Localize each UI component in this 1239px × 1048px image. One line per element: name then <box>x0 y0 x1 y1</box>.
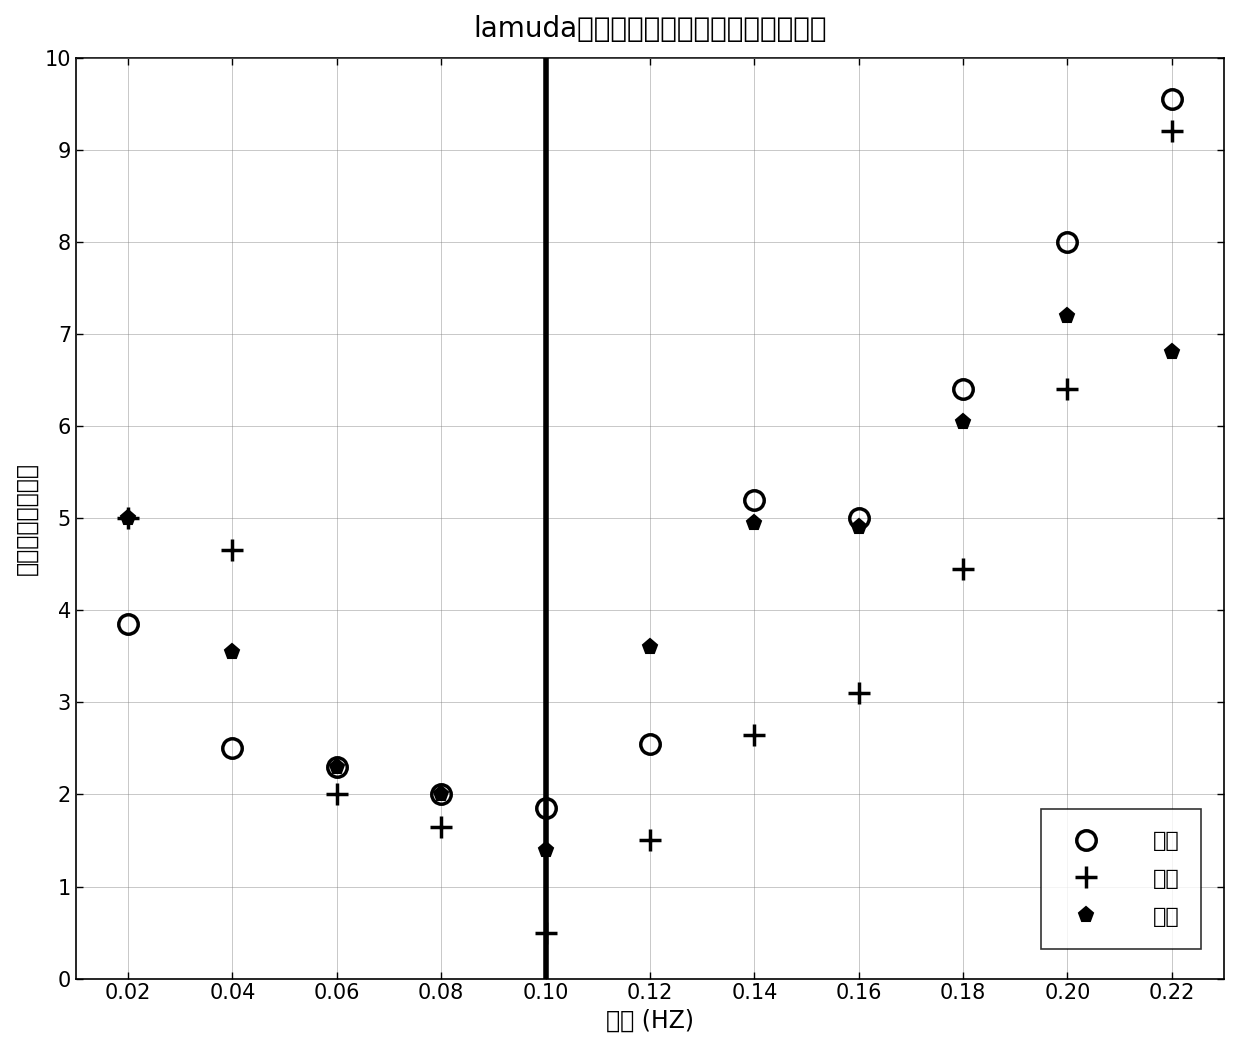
Title: lamuda变化时三个轴向的变形角误差曲线: lamuda变化时三个轴向的变形角误差曲线 <box>473 15 826 43</box>
Legend: 纵向, 横向, 航向: 纵向, 横向, 航向 <box>1041 809 1202 949</box>
X-axis label: 频率 (HZ): 频率 (HZ) <box>606 1009 694 1033</box>
Y-axis label: 估计误差（角分）: 估计误差（角分） <box>15 462 38 574</box>
